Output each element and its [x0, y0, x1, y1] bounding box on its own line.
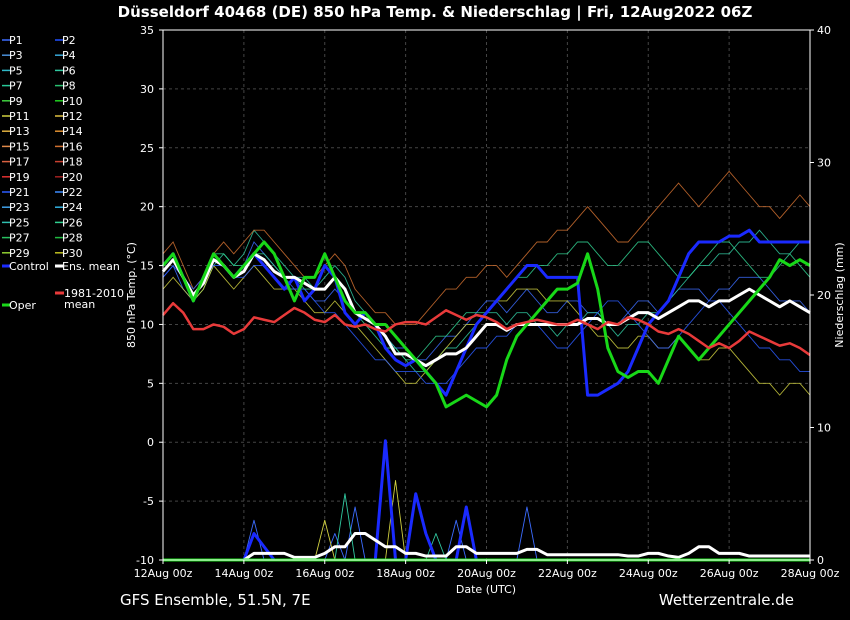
left-axis: -10 -5 0 5 10 15 20 25 30 35 [136, 24, 163, 567]
x-axis-label: Date (UTC) [456, 583, 516, 596]
y-tick-label-left: 30 [140, 83, 154, 96]
series-line [161, 228, 810, 397]
series-line [162, 301, 811, 357]
y-tick-label-left: 5 [147, 377, 154, 390]
legend-label: P29 [9, 247, 30, 260]
y-tick-label-right: 0 [817, 554, 824, 567]
y-tick-label-left: -5 [143, 495, 154, 508]
legend-label: P20 [62, 171, 83, 184]
x-tick-label: 16Aug 00z [295, 567, 354, 580]
y-tick-label-left: 35 [140, 24, 154, 37]
y-tick-label-left: 15 [140, 260, 154, 273]
legend-label: P6 [62, 64, 76, 77]
legend-label: P26 [62, 216, 83, 229]
legend-label: P15 [9, 140, 30, 153]
legend-label: P1 [9, 34, 23, 47]
special-lines [161, 228, 811, 409]
legend-label: P25 [9, 216, 30, 229]
legend-label: P7 [9, 80, 23, 93]
legend-label: P8 [62, 80, 76, 93]
x-tick-label: 14Aug 00z [215, 567, 274, 580]
legend-label: P4 [62, 49, 76, 62]
right-axis: 0 10 20 30 40 [810, 24, 831, 567]
x-tick-label: 28Aug 00z [781, 567, 840, 580]
legend-label: P5 [9, 64, 23, 77]
y-axis-right-label: Niederschlag (mm) [833, 242, 846, 347]
footer-source: GFS Ensemble, 51.5N, 7E [120, 591, 311, 609]
y-tick-label-left: 20 [140, 201, 154, 214]
legend-label: P9 [9, 95, 23, 108]
legend-label: P17 [9, 156, 30, 169]
legend-label: P12 [62, 110, 83, 123]
legend-label: P21 [9, 186, 30, 199]
legend-label: P2 [62, 34, 76, 47]
chart-title: Düsseldorf 40468 (DE) 850 hPa Temp. & Ni… [118, 3, 753, 22]
legend-label: P27 [9, 232, 30, 245]
precip-line [163, 532, 810, 562]
legend-label: P16 [62, 140, 83, 153]
legend-label: P11 [9, 110, 30, 123]
legend-label: P10 [62, 95, 83, 108]
x-tick-label: 22Aug 00z [538, 567, 597, 580]
legend-label: Ens. mean [62, 260, 120, 273]
y-tick-label-right: 20 [817, 289, 831, 302]
series-line [161, 240, 811, 409]
legend-label: P18 [62, 156, 83, 169]
y-tick-label-right: 30 [817, 157, 831, 170]
legend-label: 1981-2010 [64, 287, 124, 300]
y-tick-label-right: 10 [817, 422, 831, 435]
x-tick-label: 26Aug 00z [700, 567, 759, 580]
legend: P1 P2 P3 P4 P5 P6 P7 P8 P9 P10 P11 P12 P13 P14 P15 P16 P… [2, 34, 124, 312]
legend-label: P30 [62, 247, 83, 260]
y-tick-label-right: 40 [817, 24, 831, 37]
x-tick-label: 18Aug 00z [376, 567, 435, 580]
x-tick-label: 20Aug 00z [457, 567, 516, 580]
y-tick-label-left: 25 [140, 142, 154, 155]
member-line [162, 170, 811, 325]
legend-label: P28 [62, 232, 83, 245]
legend-label: P13 [9, 125, 30, 138]
legend-label: mean [64, 298, 95, 311]
legend-label: P19 [9, 171, 30, 184]
legend-label: P22 [62, 186, 83, 199]
legend-label: P24 [62, 201, 83, 214]
y-tick-label-left: 10 [140, 318, 154, 331]
x-tick-label: 24Aug 00z [619, 567, 678, 580]
legend-label: P14 [62, 125, 83, 138]
x-tick-label: 12Aug 00z [134, 567, 193, 580]
y-tick-label-left: -10 [136, 554, 154, 567]
legend-label: P3 [9, 49, 23, 62]
legend-label: Oper [9, 299, 36, 312]
x-axis: 12Aug 00z 14Aug 00z 16Aug 00z 18Aug 00z 20Au… [134, 560, 840, 580]
series-line [161, 252, 811, 368]
y-axis-left-label: 850 hPa Temp. (°C) [125, 242, 138, 348]
legend-label: Control [9, 260, 49, 273]
legend-label: P23 [9, 201, 30, 214]
y-tick-label-left: 0 [147, 436, 154, 449]
footer-brand: Wetterzentrale.de [659, 591, 794, 609]
